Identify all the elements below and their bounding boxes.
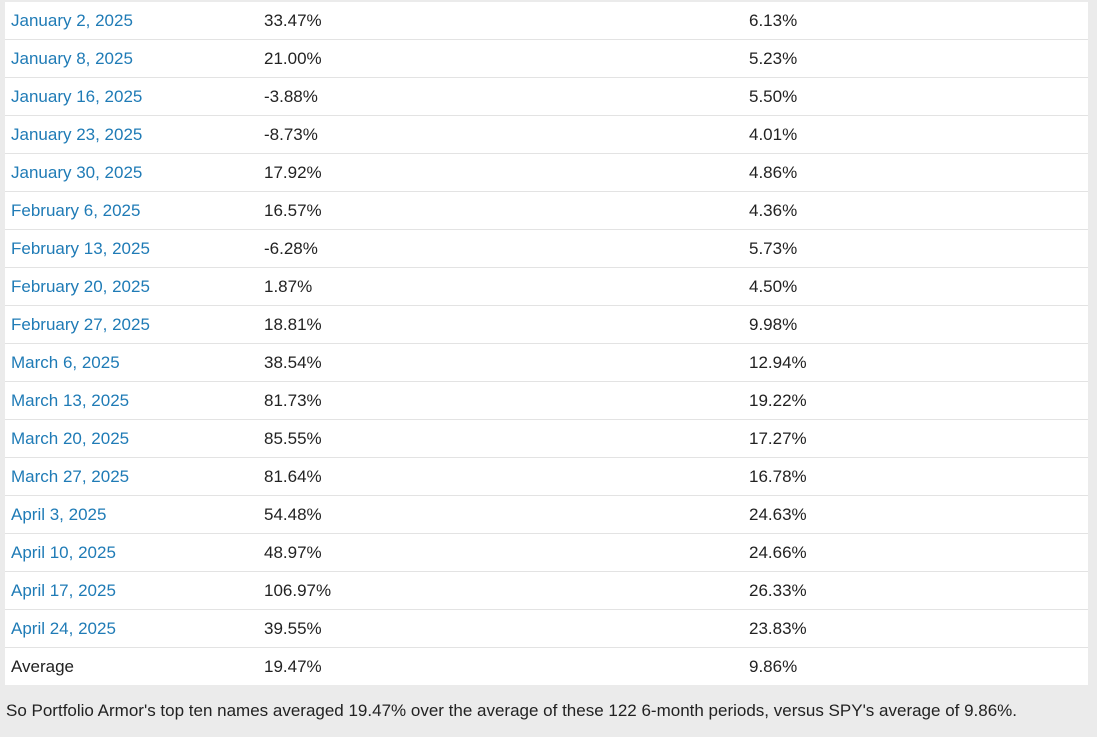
- average-spy-return: 9.86%: [749, 656, 798, 676]
- date-link[interactable]: April 3, 2025: [11, 504, 107, 524]
- spy-return: 23.83%: [749, 618, 807, 638]
- spy-return: 12.94%: [749, 352, 807, 372]
- summary-paragraph: So Portfolio Armor's top ten names avera…: [6, 701, 1018, 720]
- table-row: January 30, 2025 17.92% 4.86%: [5, 154, 1088, 192]
- date-link[interactable]: January 8, 2025: [11, 48, 133, 68]
- table-row: March 27, 2025 81.64% 16.78%: [5, 458, 1088, 496]
- spy-return: 9.98%: [749, 314, 798, 334]
- table-row: March 20, 2025 85.55% 17.27%: [5, 420, 1088, 458]
- table-row: April 10, 2025 48.97% 24.66%: [5, 534, 1088, 572]
- table-row: January 8, 2025 21.00% 5.23%: [5, 40, 1088, 78]
- top-ten-return: 106.97%: [264, 580, 332, 600]
- date-link[interactable]: January 2, 2025: [11, 10, 133, 30]
- table-row: January 2, 2025 33.47% 6.13%: [5, 2, 1088, 40]
- spy-return: 4.01%: [749, 124, 798, 144]
- date-link[interactable]: February 13, 2025: [11, 238, 150, 258]
- date-link[interactable]: February 27, 2025: [11, 314, 150, 334]
- top-ten-return: 39.55%: [264, 618, 322, 638]
- average-top-ten-return: 19.47%: [264, 656, 322, 676]
- top-ten-return: 21.00%: [264, 48, 322, 68]
- date-link[interactable]: March 27, 2025: [11, 466, 130, 486]
- table-row: February 20, 2025 1.87% 4.50%: [5, 268, 1088, 306]
- table-row: March 6, 2025 38.54% 12.94%: [5, 344, 1088, 382]
- average-row: Average 19.47% 9.86%: [5, 648, 1088, 685]
- top-ten-return: -8.73%: [264, 124, 318, 144]
- top-ten-return: 38.54%: [264, 352, 322, 372]
- spy-return: 17.27%: [749, 428, 807, 448]
- spy-return: 24.66%: [749, 542, 807, 562]
- table-row: April 17, 2025 106.97% 26.33%: [5, 572, 1088, 610]
- date-link[interactable]: March 13, 2025: [11, 390, 130, 410]
- top-ten-return: 85.55%: [264, 428, 322, 448]
- top-ten-return: -3.88%: [264, 86, 318, 106]
- spy-return: 24.63%: [749, 504, 807, 524]
- date-link[interactable]: April 10, 2025: [11, 542, 116, 562]
- top-ten-return: 1.87%: [264, 276, 313, 296]
- date-link[interactable]: February 6, 2025: [11, 200, 141, 220]
- table-row: February 27, 2025 18.81% 9.98%: [5, 306, 1088, 344]
- spy-return: 5.73%: [749, 238, 798, 258]
- date-link[interactable]: January 16, 2025: [11, 86, 143, 106]
- top-ten-return: -6.28%: [264, 238, 318, 258]
- spy-return: 4.50%: [749, 276, 798, 296]
- table-row: January 23, 2025 -8.73% 4.01%: [5, 116, 1088, 154]
- table-row: January 16, 2025 -3.88% 5.50%: [5, 78, 1088, 116]
- top-ten-return: 54.48%: [264, 504, 322, 524]
- date-link[interactable]: March 20, 2025: [11, 428, 130, 448]
- table-row: April 24, 2025 39.55% 23.83%: [5, 610, 1088, 648]
- spy-return: 6.13%: [749, 10, 798, 30]
- date-link[interactable]: March 6, 2025: [11, 352, 120, 372]
- top-ten-return: 17.92%: [264, 162, 322, 182]
- top-ten-return: 18.81%: [264, 314, 322, 334]
- table-row: February 13, 2025 -6.28% 5.73%: [5, 230, 1088, 268]
- top-ten-return: 48.97%: [264, 542, 322, 562]
- table-row: February 6, 2025 16.57% 4.36%: [5, 192, 1088, 230]
- date-link[interactable]: April 17, 2025: [11, 580, 116, 600]
- spy-return: 4.36%: [749, 200, 798, 220]
- spy-return: 4.86%: [749, 162, 798, 182]
- date-link[interactable]: January 30, 2025: [11, 162, 143, 182]
- top-ten-return: 81.73%: [264, 390, 322, 410]
- table-row: April 3, 2025 54.48% 24.63%: [5, 496, 1088, 534]
- performance-table: January 2, 2025 33.47% 6.13% January 8, …: [5, 2, 1088, 685]
- spy-return: 26.33%: [749, 580, 807, 600]
- top-ten-return: 81.64%: [264, 466, 322, 486]
- average-label: Average: [11, 656, 75, 676]
- date-link[interactable]: January 23, 2025: [11, 124, 143, 144]
- spy-return: 5.23%: [749, 48, 798, 68]
- table-row: March 13, 2025 81.73% 19.22%: [5, 382, 1088, 420]
- spy-return: 16.78%: [749, 466, 807, 486]
- date-link[interactable]: April 24, 2025: [11, 618, 116, 638]
- spy-return: 5.50%: [749, 86, 798, 106]
- top-ten-return: 33.47%: [264, 10, 322, 30]
- spy-return: 19.22%: [749, 390, 807, 410]
- date-link[interactable]: February 20, 2025: [11, 276, 150, 296]
- top-ten-return: 16.57%: [264, 200, 322, 220]
